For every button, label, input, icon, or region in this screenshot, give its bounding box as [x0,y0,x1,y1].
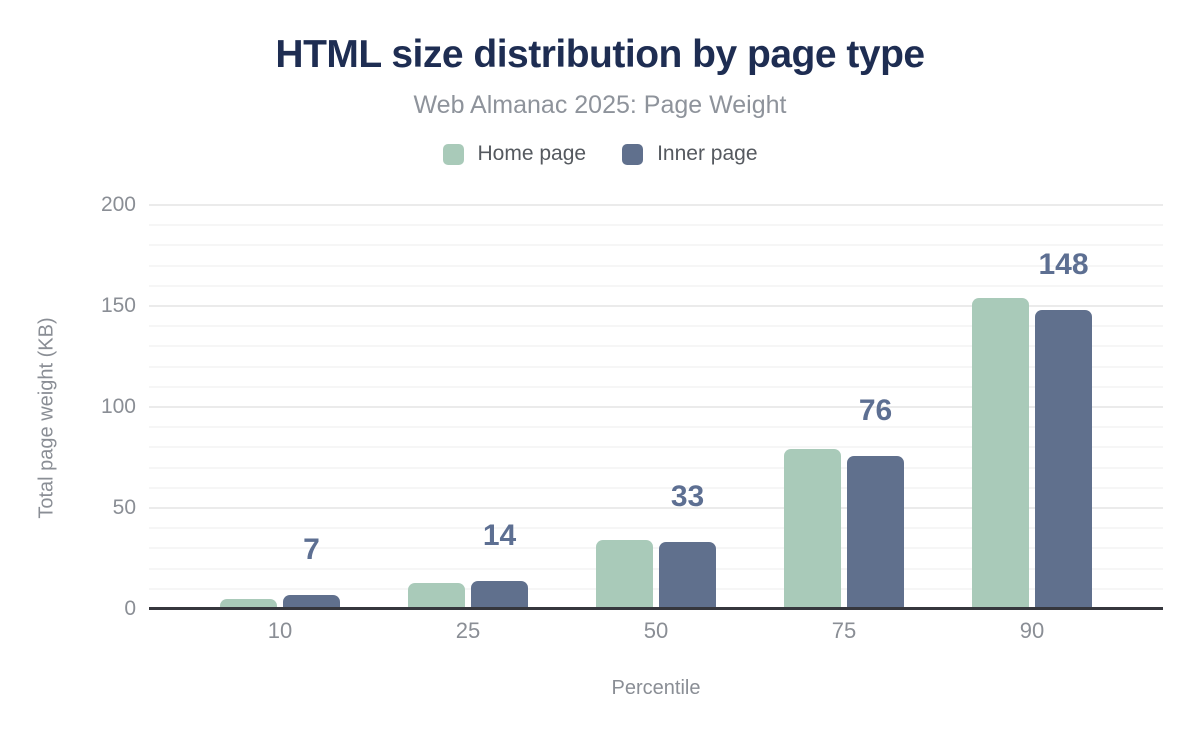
inner-page-swatch-icon [622,143,644,165]
minor-gridline [149,426,1163,429]
legend-item-inner-page: Inner page [622,142,758,166]
bar-inner-page-p75 [847,455,904,609]
minor-gridline [149,325,1163,328]
bar-home-page-p25 [408,582,465,609]
bar-value-label: 33 [670,480,705,514]
bar-home-page-p75 [784,449,841,609]
y-axis-tick-label: 150 [100,294,136,317]
major-gridline [149,406,1163,408]
major-gridline [149,204,1163,206]
legend-label: Inner page [657,142,758,165]
chart-legend: Home page Inner page [0,142,1200,166]
x-axis-line [149,607,1163,610]
y-axis-tick-label: 50 [112,496,136,519]
plot-area: 7 14 33 76 148 [149,204,1163,610]
minor-gridline [149,244,1163,247]
minor-gridline [149,224,1163,227]
x-axis-tick-label: 75 [831,618,857,643]
home-page-swatch-icon [442,143,464,165]
bar-home-page-p90 [972,297,1029,609]
minor-gridline [149,264,1163,267]
bar-inner-page-p25 [471,580,528,609]
minor-gridline [149,345,1163,348]
bar-inner-page-p10 [283,594,340,609]
y-axis-tick-label: 200 [100,193,136,216]
x-axis-tick-label: 10 [267,618,293,643]
x-axis-title: Percentile [611,677,701,699]
legend-label: Home page [477,142,587,165]
legend-item-home-page: Home page [442,142,587,166]
bar-value-label: 148 [1038,248,1089,281]
x-axis-tick-label: 90 [1019,618,1045,643]
y-axis-tick-label: 0 [124,597,136,620]
bar-inner-page-p50 [659,542,716,609]
bar-value-label: 7 [303,532,320,566]
minor-gridline [149,284,1163,287]
minor-gridline [149,587,1163,590]
bar-home-page-p10 [220,598,277,609]
minor-gridline [149,567,1163,570]
bar-value-label: 14 [482,518,517,552]
bar-home-page-p50 [596,540,653,609]
minor-gridline [149,527,1163,530]
x-axis-tick-label: 25 [455,618,481,643]
bar-value-label: 76 [858,393,893,427]
minor-gridline [149,547,1163,550]
y-axis-tick-label: 100 [100,395,136,418]
minor-gridline [149,486,1163,489]
minor-gridline [149,385,1163,388]
minor-gridline [149,365,1163,368]
bar-inner-page-p90 [1035,310,1092,609]
chart-subtitle: Web Almanac 2025: Page Weight [413,91,787,119]
minor-gridline [149,466,1163,469]
chart-title: HTML size distribution by page type [275,33,925,76]
major-gridline [149,305,1163,307]
x-axis-tick-label: 50 [643,618,669,643]
minor-gridline [149,446,1163,449]
major-gridline [149,507,1163,509]
